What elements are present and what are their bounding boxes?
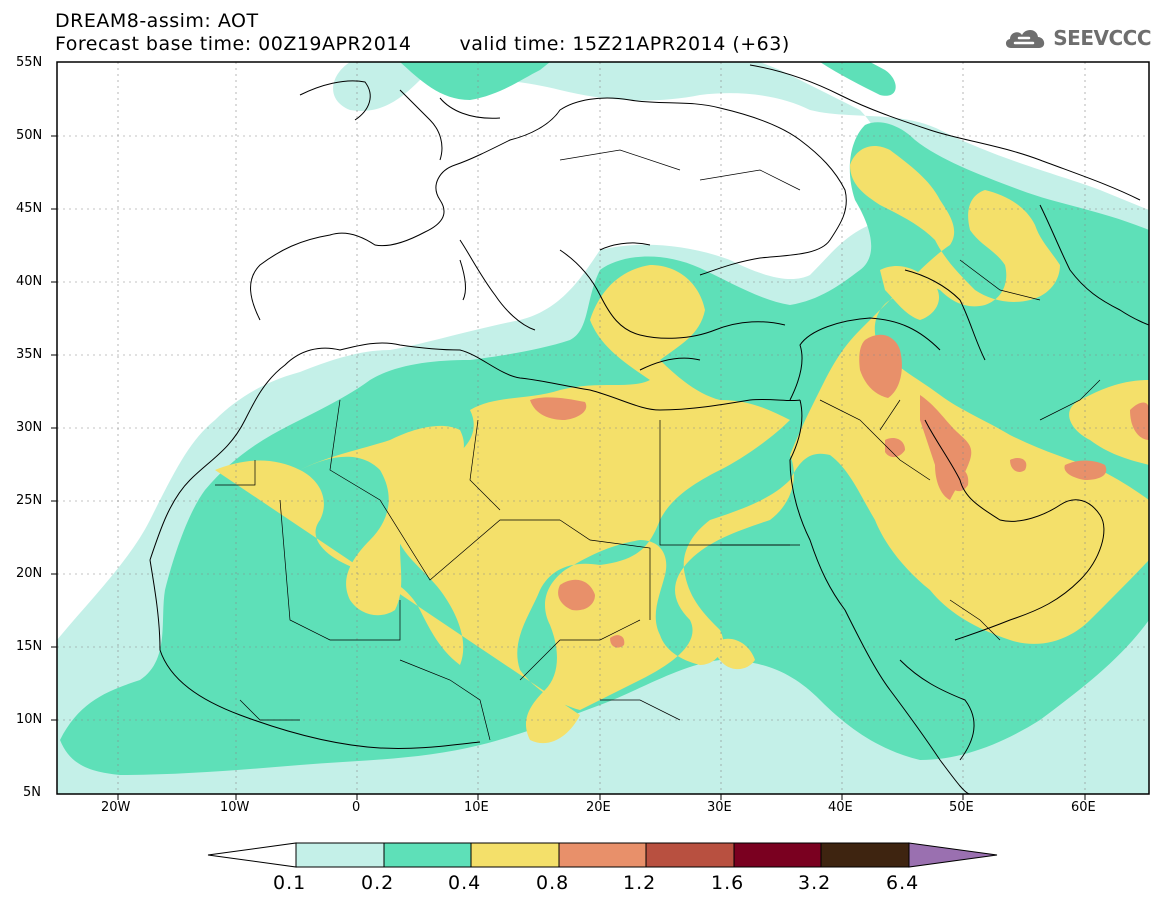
lon-label-60e: 60E	[1071, 800, 1096, 815]
lon-label-10e: 10E	[464, 800, 489, 815]
logo-text: SEEVCCC	[1053, 26, 1151, 50]
lon-label-20e: 20E	[586, 800, 611, 815]
plot-title: DREAM8-assim: AOT	[55, 10, 259, 32]
colorbar-swatch-1-2	[645, 842, 735, 868]
colorbar-label-0-2: 0.2	[361, 872, 395, 894]
lat-label-10n: 10N	[16, 712, 43, 727]
coastlines	[149, 64, 1149, 794]
cloud-icon	[1006, 29, 1045, 48]
lat-label-15n: 15N	[16, 639, 43, 654]
lat-label-30n: 30N	[16, 420, 43, 435]
colorbar-swatch-0-2	[383, 842, 472, 868]
seevccc-logo: SEEVCCC	[1003, 24, 1151, 52]
aot-band-0-4	[215, 145, 1149, 744]
colorbar-label-0-4: 0.4	[448, 872, 482, 894]
lat-label-50n: 50N	[16, 128, 43, 143]
lat-label-5n: 5N	[23, 785, 41, 800]
colorbar-swatch-0-8	[558, 842, 647, 868]
lon-label-40e: 40E	[828, 800, 853, 815]
lon-label-0: 0	[352, 800, 361, 815]
valid-time-label: valid time: 15Z21APR2014 (+63)	[459, 33, 790, 55]
colorbar-label-0-1: 0.1	[273, 872, 307, 894]
colorbar	[207, 842, 998, 868]
lat-label-55n: 55N	[16, 55, 43, 70]
aot-band-0-8	[530, 334, 1149, 648]
graticule	[57, 62, 1149, 794]
lon-label-20w: 20W	[101, 800, 131, 815]
colorbar-swatch-0-4	[470, 842, 560, 868]
lat-label-20n: 20N	[16, 566, 43, 581]
axis-ticks	[51, 135, 1086, 800]
colorbar-label-0-8: 0.8	[536, 872, 570, 894]
lon-label-10w: 10W	[220, 800, 250, 815]
lat-label-35n: 35N	[16, 347, 43, 362]
base-time-label: Forecast base time: 00Z19APR2014	[55, 33, 412, 55]
plot-subtitle: Forecast base time: 00Z19APR2014 valid ti…	[55, 33, 790, 55]
lat-label-25n: 25N	[16, 493, 43, 508]
lat-label-45n: 45N	[16, 201, 43, 216]
colorbar-low-arrow	[207, 842, 297, 868]
lon-label-30e: 30E	[707, 800, 732, 815]
borders	[215, 149, 1101, 741]
colorbar-label-6-4: 6.4	[886, 872, 920, 894]
colorbar-high-arrow	[908, 842, 998, 868]
colorbar-label-3-2: 3.2	[798, 872, 832, 894]
colorbar-swatch-3-2	[820, 842, 910, 868]
colorbar-swatch-1-6	[733, 842, 822, 868]
lon-label-50e: 50E	[949, 800, 974, 815]
lat-label-40n: 40N	[16, 274, 43, 289]
colorbar-swatch-0-1	[295, 842, 385, 868]
colorbar-label-1-6: 1.6	[711, 872, 745, 894]
colorbar-label-1-2: 1.2	[623, 872, 657, 894]
